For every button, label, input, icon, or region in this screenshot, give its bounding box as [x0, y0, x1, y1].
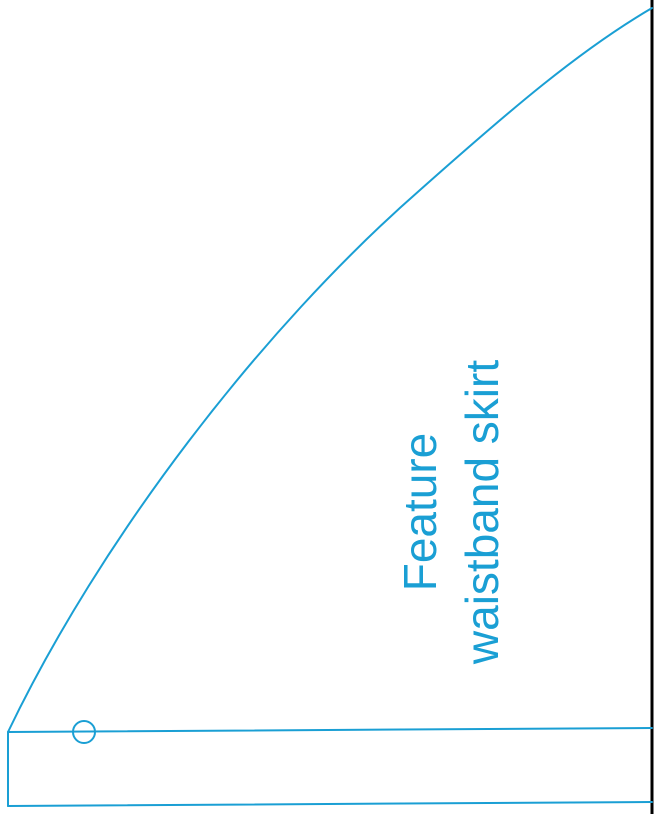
notch-circle-marker	[72, 720, 96, 744]
skirt-hem-curve	[7, 7, 653, 733]
pattern-label-group: Feature waistband skirt	[394, 360, 508, 665]
waistband-bottom-edge	[7, 801, 653, 807]
waistband-top-edge	[7, 727, 653, 733]
pattern-label-line-1: Feature	[394, 433, 446, 592]
pattern-label-line-2: waistband skirt	[456, 360, 508, 665]
